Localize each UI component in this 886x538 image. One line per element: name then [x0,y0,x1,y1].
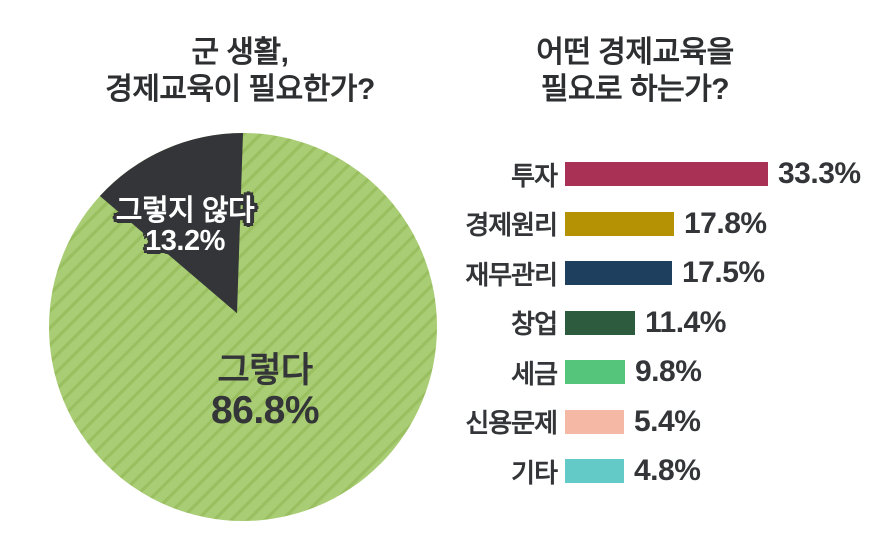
bar [565,261,672,285]
bar-row-3: 재무관리 17.5% [440,249,886,297]
bar-category-label: 세금 [511,358,558,389]
bar-value-label: 9.8% [635,355,702,388]
bar-row-1: 투자 33.3% [440,150,886,198]
pie-label-no-text: 그렇지 않다 [115,195,255,227]
bar [565,310,635,335]
bar-category-label: 재무관리 [465,259,558,290]
bar-category-label: 경제원리 [465,210,558,240]
bar-category-label: 투자 [511,160,558,191]
pie-label-no-value: 13.2% [145,225,225,257]
bar-row-6: 신용문제 5.4% [440,398,886,446]
pie-chart-title-line2: 경제교육이 필요한가? [105,73,375,106]
bar-value-label: 11.4% [645,305,726,339]
pie-label-yes: 그렇다 86.8% [158,352,372,432]
bar-category-label: 신용문제 [465,408,558,438]
bar-row-5: 세금 9.8% [440,348,886,396]
pie-label-yes-text: 그렇다 [217,351,313,390]
bar-value-label: 33.3% [778,157,861,190]
bar [565,211,674,236]
bar-row-4: 창업 11.4% [440,299,886,347]
bar-category-label: 창업 [511,309,558,339]
pie-label-no: 그렇지 않다 13.2% [95,196,275,256]
pie-chart [49,133,437,521]
bar [565,162,768,186]
bar [565,409,624,434]
bar-chart-title: 어떤 경제교육을 필요로 하는가? [450,34,820,108]
pie-chart-title: 군 생활, 경제교육이 필요한가? [40,34,440,108]
bar-value-label: 5.4% [634,404,701,438]
pie-slice-no [99,133,244,314]
bar-value-label: 17.8% [684,206,767,240]
bar-row-7: 기타 4.8% [440,447,886,495]
bar-value-label: 17.5% [682,256,765,289]
bar [565,360,625,384]
bar-value-label: 4.8% [634,454,701,487]
pie-chart-title-line1: 군 생활, [191,36,289,69]
bar-category-label: 기타 [511,457,558,488]
bar-row-2: 경제원리 17.8% [440,200,886,248]
bar-chart-title-line1: 어떤 경제교육을 [536,36,734,69]
bar [565,459,624,483]
bar-chart-title-line2: 필요로 하는가? [540,73,730,106]
pie-label-yes-value: 86.8% [210,389,320,432]
